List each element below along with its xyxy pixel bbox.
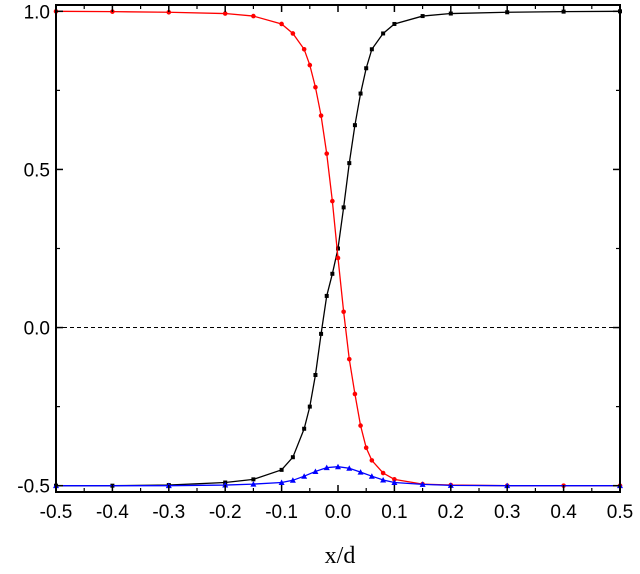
data-point	[336, 246, 340, 251]
x-tick-label: -0.1	[265, 502, 298, 523]
data-point	[368, 473, 375, 479]
data-point	[420, 14, 425, 19]
data-point	[505, 10, 510, 15]
data-point	[307, 404, 312, 409]
data-point	[302, 426, 307, 431]
data-point	[222, 482, 229, 488]
data-point	[323, 464, 330, 471]
data-point	[335, 255, 341, 261]
data-point	[391, 479, 398, 486]
data-point	[290, 455, 295, 460]
data-point	[346, 465, 353, 471]
data-point	[301, 473, 308, 479]
data-point	[448, 11, 453, 16]
series-2	[53, 463, 623, 489]
data-point	[380, 470, 386, 476]
data-point	[380, 476, 387, 483]
data-point	[335, 463, 341, 470]
data-point	[307, 62, 313, 68]
y-tick-label: -0.5	[17, 477, 50, 498]
x-tick-label: 0.5	[607, 502, 633, 523]
y-tick-label: 1.0	[24, 2, 50, 23]
data-point	[324, 293, 329, 298]
data-point	[369, 47, 374, 52]
data-point	[251, 477, 256, 482]
data-point	[358, 91, 363, 96]
series-1	[53, 9, 623, 488]
series-line	[56, 466, 620, 487]
data-point	[352, 123, 357, 128]
x-tick-label: 0.1	[381, 502, 407, 523]
x-axis-label: x/d	[325, 543, 356, 569]
data-point	[347, 161, 352, 166]
series-layer	[53, 9, 623, 489]
data-point	[364, 66, 369, 71]
y-tick-label: 0.5	[24, 160, 50, 181]
data-point	[279, 467, 284, 472]
ticks-layer: -0.5 -0.4 -0.3 -0.2 -0.1 0.0 0.1 0.2 0.3 0.4 0.5 -0…	[17, 2, 633, 523]
data-point	[392, 21, 397, 26]
data-point	[357, 469, 364, 475]
x-tick-label: 0.3	[494, 502, 520, 523]
data-point	[250, 481, 257, 487]
x-tick-label: -0.3	[152, 502, 185, 523]
data-point	[419, 481, 426, 487]
data-point	[369, 458, 375, 463]
data-point	[251, 13, 256, 19]
data-point	[319, 331, 324, 336]
data-point	[346, 356, 352, 362]
data-point	[318, 113, 324, 118]
x-tick-label: -0.2	[209, 502, 242, 523]
x-tick-label: 0.0	[325, 502, 351, 523]
series-0	[54, 9, 622, 488]
data-point	[341, 309, 346, 315]
data-point	[222, 11, 228, 16]
x-tick-label: -0.5	[40, 502, 73, 523]
data-point	[330, 198, 335, 204]
data-point	[341, 205, 346, 210]
y-tick-label: 0.0	[24, 319, 50, 340]
data-point	[166, 9, 172, 15]
x-tick-label: 0.2	[438, 502, 464, 523]
data-point	[289, 477, 296, 483]
x-tick-label: -0.4	[96, 502, 129, 523]
data-point	[290, 31, 296, 36]
data-point	[363, 445, 369, 451]
data-point	[352, 391, 358, 397]
data-point	[279, 21, 284, 27]
data-point	[313, 84, 318, 90]
data-point	[392, 477, 397, 482]
x-tick-label: 0.4	[550, 502, 577, 523]
data-point	[278, 479, 285, 486]
data-point	[358, 423, 363, 428]
data-point	[324, 151, 330, 156]
data-point	[312, 468, 319, 474]
data-point	[330, 271, 335, 276]
data-point	[301, 46, 307, 52]
data-point	[381, 31, 386, 36]
data-point	[313, 372, 318, 377]
